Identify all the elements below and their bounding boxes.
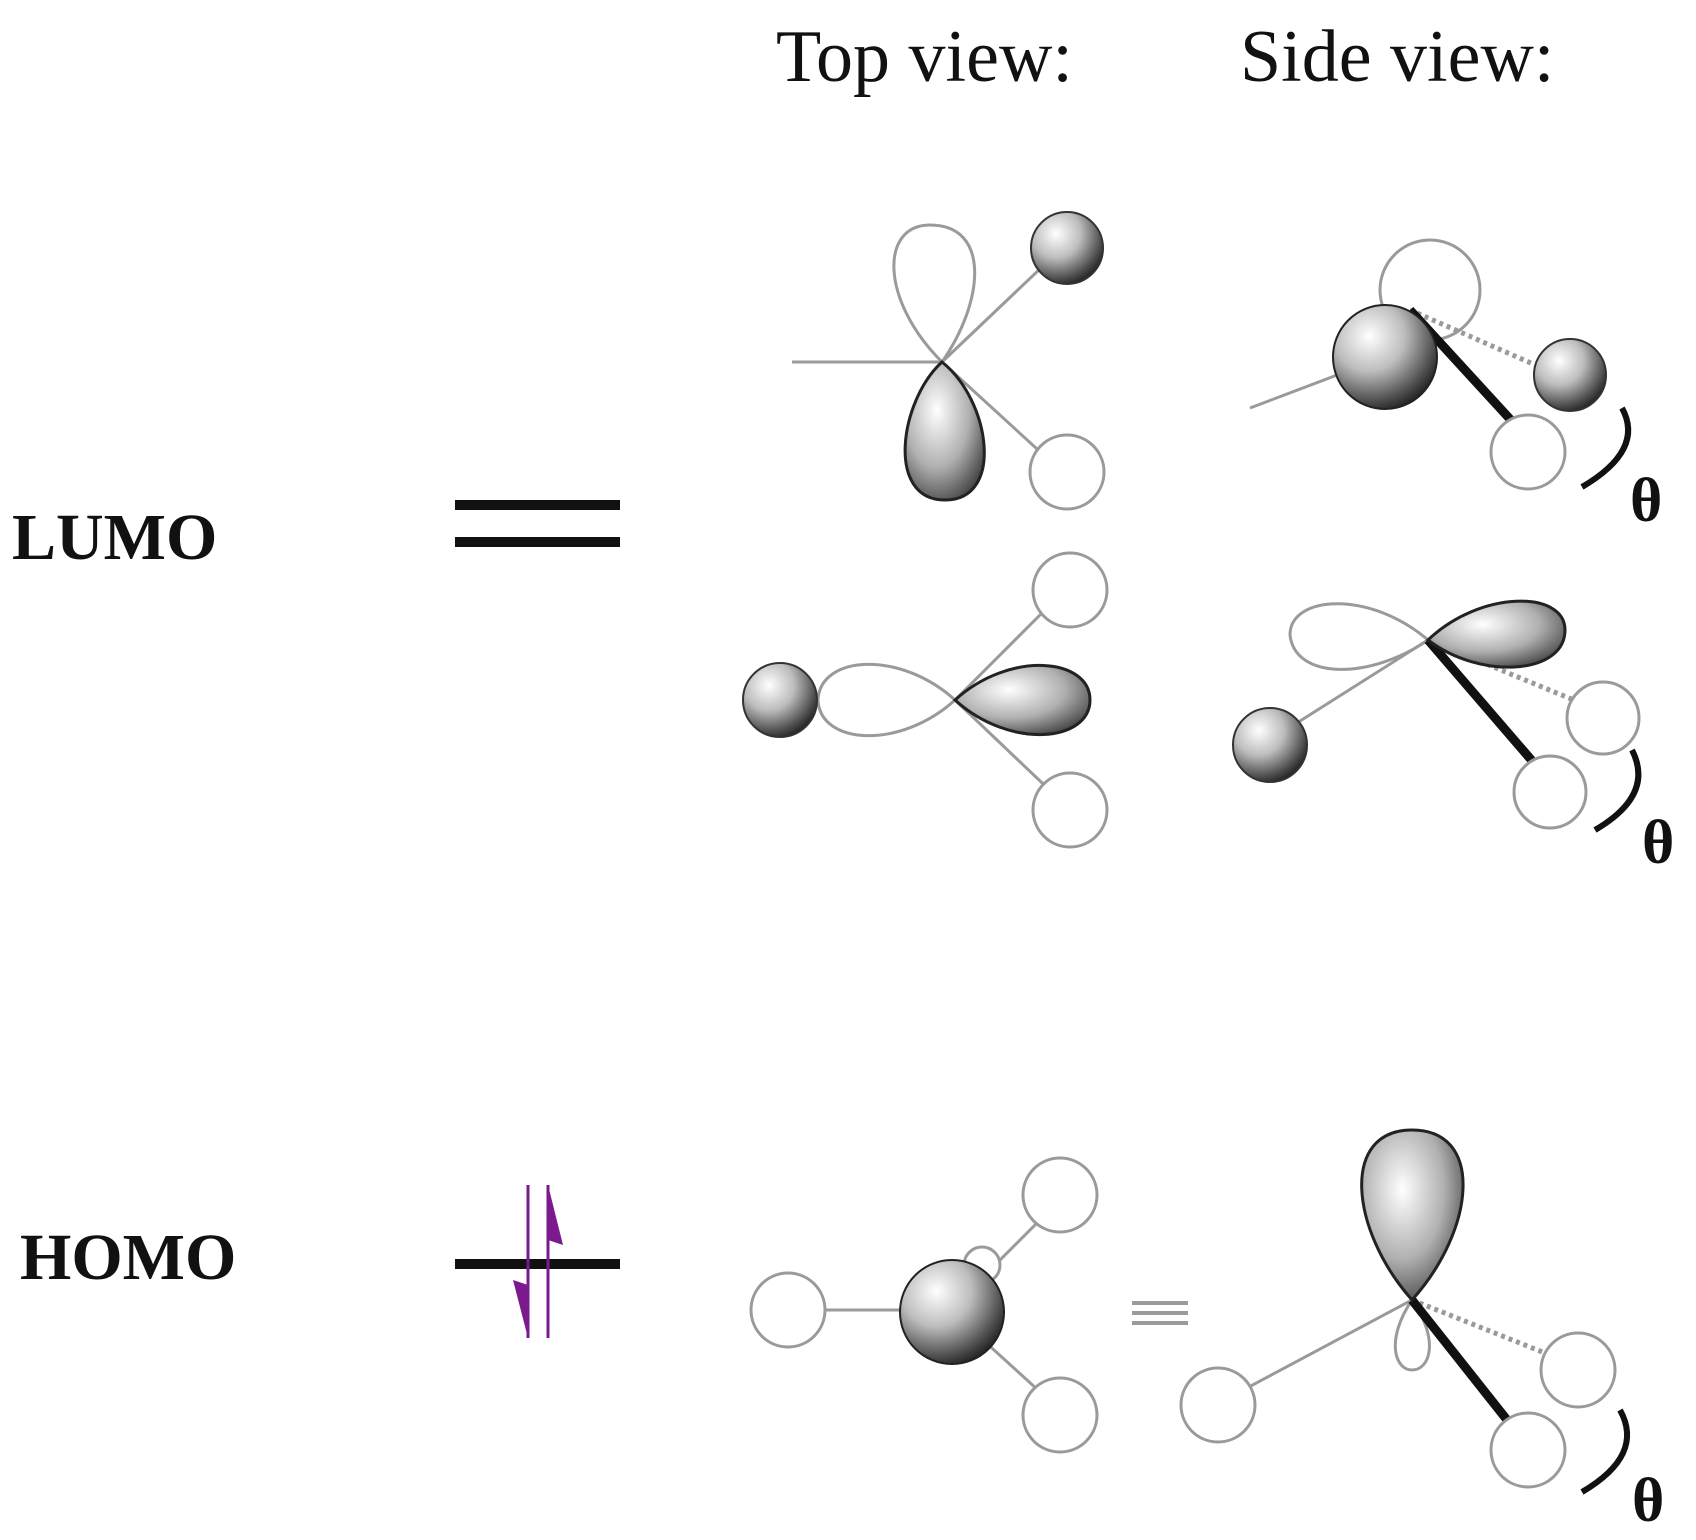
theta-label-3: θ	[1632, 1467, 1665, 1535]
homo-level	[455, 1185, 620, 1338]
lumo2-side-view	[1232, 599, 1642, 833]
theta-label-1: θ	[1630, 467, 1663, 535]
electron-pair-arrows-icon	[513, 1185, 563, 1338]
side-view-header: Side view:	[1240, 16, 1555, 98]
equivalence-symbol	[1132, 1301, 1188, 1325]
lumo1-top-view	[792, 211, 1106, 511]
lumo-label: LUMO	[12, 501, 218, 574]
homo-label: HOMO	[20, 1221, 237, 1294]
homo-side-view	[1179, 1128, 1631, 1495]
lumo1-side-view	[1249, 238, 1632, 491]
lumo-level-lines	[455, 500, 620, 547]
top-view-header: Top view:	[776, 16, 1073, 98]
theta-label-2: θ	[1642, 809, 1675, 877]
lumo2-top-view	[742, 551, 1109, 849]
homo-top-view	[749, 1156, 1099, 1454]
